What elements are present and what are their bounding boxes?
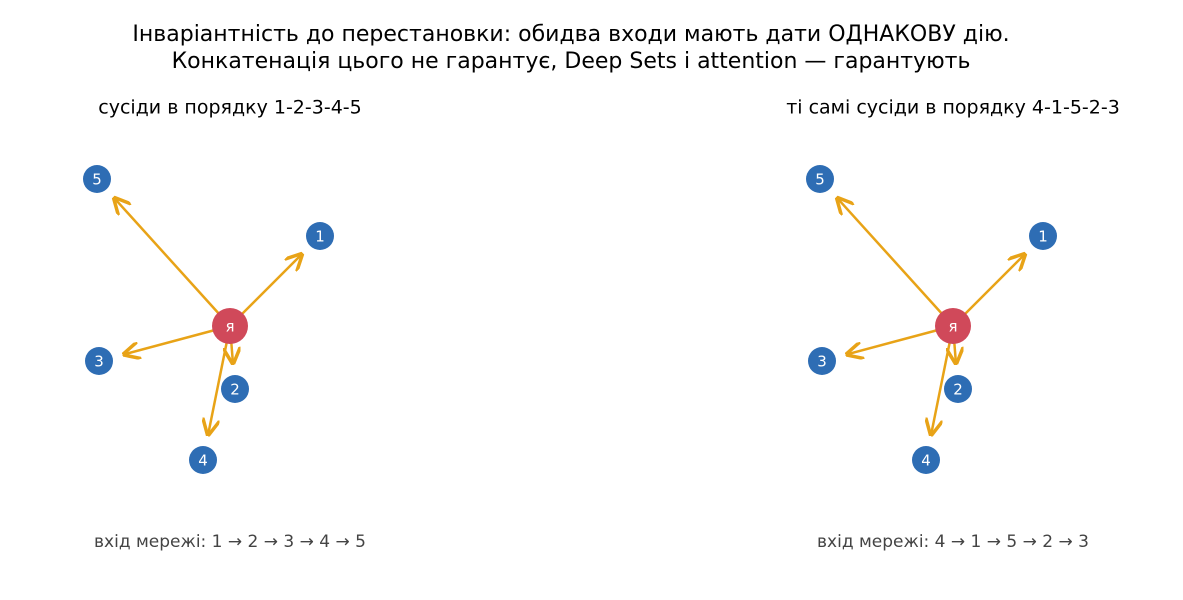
node-label: 5 [92, 171, 102, 189]
center-node [935, 308, 971, 344]
node-label: 1 [1038, 228, 1048, 246]
arrow [837, 198, 954, 327]
arrow [114, 198, 231, 327]
footer: вхід мережі: 1 → 2 → 3 → 4 → 5 [94, 532, 366, 552]
neighbor-node [944, 375, 972, 403]
center-label: я [948, 318, 957, 336]
center-label: я [225, 318, 234, 336]
neighbor-node [806, 165, 834, 193]
node-label: 3 [94, 353, 104, 371]
node-label: 1 [315, 228, 325, 246]
title: Конкатенація цього не гарантує, Deep Set… [172, 49, 971, 74]
arrow [847, 324, 954, 354]
panel-title: сусіди в порядку 1-2-3-4-5 [98, 97, 361, 119]
footer: вхід мережі: 4 → 1 → 5 → 2 → 3 [817, 532, 1089, 552]
neighbor-node [808, 347, 836, 375]
neighbor-node [1029, 222, 1057, 250]
node-label: 5 [815, 171, 825, 189]
neighbor-node [85, 347, 113, 375]
arrow [208, 325, 232, 435]
arrow [124, 324, 231, 354]
node-label: 2 [953, 381, 963, 399]
neighbor-node [83, 165, 111, 193]
center-node [212, 308, 248, 344]
neighbor-node [306, 222, 334, 250]
neighbor-node [912, 446, 940, 474]
title: Інваріантність до перестановки: обидва в… [132, 22, 1009, 47]
neighbor-node [189, 446, 217, 474]
panel-title: ті самі сусіди в порядку 4-1-5-2-3 [786, 97, 1120, 119]
node-label: 4 [198, 452, 208, 470]
node-label: 3 [817, 353, 827, 371]
arrow [931, 325, 955, 435]
neighbor-node [221, 375, 249, 403]
node-label: 2 [230, 381, 240, 399]
node-label: 4 [921, 452, 931, 470]
